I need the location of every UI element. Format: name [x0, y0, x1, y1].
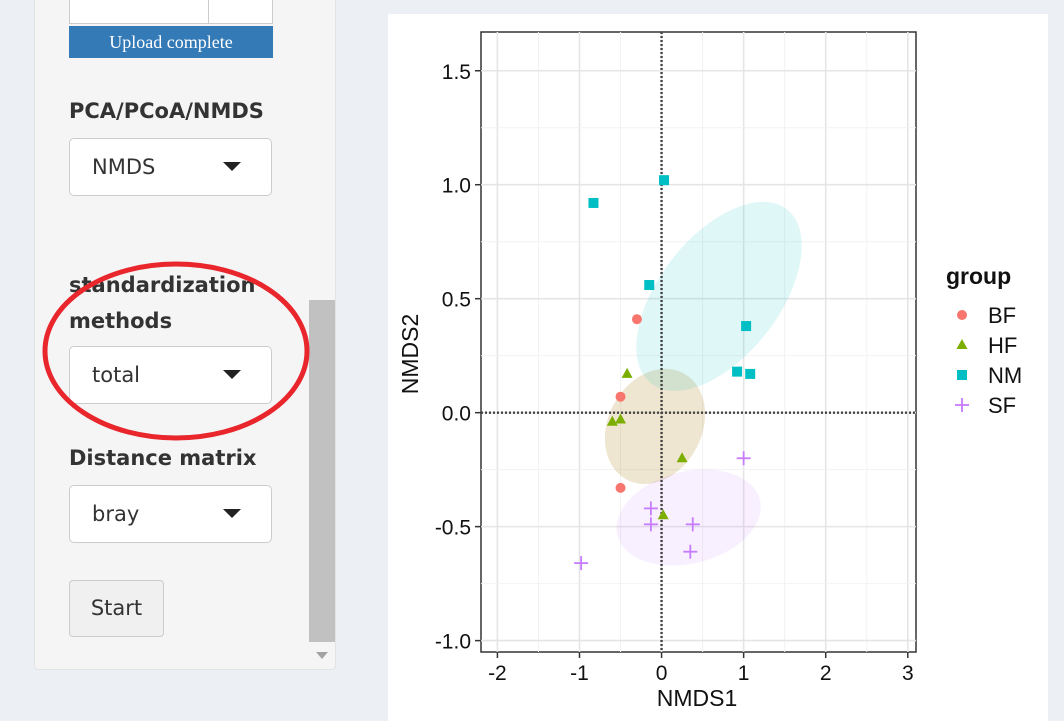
- browse-button[interactable]: [69, 0, 209, 24]
- ellipse-SF: [616, 469, 761, 566]
- point-NM: [741, 321, 752, 332]
- x-tick-label: 2: [820, 662, 832, 685]
- upload-progress-bar: Upload complete: [69, 26, 273, 58]
- distance-select-value: bray: [92, 502, 140, 526]
- red-annotation-circle: [42, 261, 310, 441]
- ordination-label: PCA/PCoA/NMDS: [69, 99, 264, 123]
- ellipse-BF: [604, 368, 706, 484]
- y-tick-label: -0.5: [435, 517, 471, 540]
- point-BF: [615, 391, 626, 402]
- ordination-select-value: NMDS: [92, 155, 156, 179]
- point-BF: [631, 314, 642, 325]
- reference-lines: [481, 32, 916, 652]
- scroll-down-arrow-icon[interactable]: [316, 652, 328, 659]
- point-SF: [574, 556, 589, 571]
- point-NM: [644, 280, 655, 291]
- point-HF: [615, 413, 627, 424]
- point-HF: [676, 452, 688, 463]
- legend-title: group: [946, 263, 1011, 289]
- x-tick-label: 0: [656, 662, 668, 685]
- caret-down-icon: [223, 509, 241, 518]
- caret-down-icon: [223, 370, 241, 379]
- point-SF: [685, 517, 700, 532]
- standardization-label-line2: methods: [69, 309, 173, 333]
- point-SF: [683, 544, 698, 559]
- ordination-select[interactable]: NMDS: [69, 138, 272, 196]
- standardization-select[interactable]: total: [69, 346, 272, 404]
- distance-select[interactable]: bray: [69, 485, 272, 543]
- legend-label-HF: HF: [988, 333, 1017, 358]
- legend: BF HF NM SF: [955, 303, 1022, 418]
- point-HF: [657, 509, 669, 520]
- point-NM: [732, 366, 743, 377]
- point-SF: [643, 517, 658, 532]
- x-axis-title: NMDS1: [657, 685, 738, 711]
- y-axis-title: NMDS2: [397, 314, 423, 395]
- axis-ticks: -2 -1 0 1 2 3 -1.0 -0.5 0.0 0.5 1.0 1.5: [435, 61, 914, 685]
- legend-key-SF: [955, 398, 969, 412]
- start-button[interactable]: Start: [69, 580, 164, 637]
- y-tick-label: 1.0: [442, 175, 471, 198]
- legend-key-NM: [957, 370, 967, 380]
- ellipse-NM: [636, 201, 802, 391]
- point-NM: [659, 175, 670, 186]
- legend-label-SF: SF: [988, 393, 1016, 418]
- file-name-field[interactable]: [208, 0, 273, 24]
- legend-key-HF: [956, 339, 968, 349]
- point-HF: [621, 367, 633, 378]
- confidence-ellipses: [604, 201, 802, 566]
- legend-label-BF: BF: [988, 303, 1016, 328]
- y-tick-label: 0.5: [442, 289, 471, 312]
- sidebar-panel: [34, 0, 336, 670]
- y-tick-label: -1.0: [435, 631, 471, 654]
- point-NM: [588, 197, 599, 208]
- plot-panel: -2 -1 0 1 2 3 -1.0 -0.5 0.0 0.5 1.0 1.5 NMDS1 NMDS2…: [388, 14, 1048, 721]
- sidebar: Upload complete PCA/PCoA/NMDS NMDS stand…: [0, 0, 388, 721]
- standardization-select-value: total: [92, 363, 141, 387]
- data-points: [574, 175, 756, 571]
- distance-label: Distance matrix: [69, 446, 257, 470]
- standardization-label-line1: standardization: [69, 273, 256, 297]
- y-tick-label: 0.0: [442, 403, 471, 426]
- point-SF: [736, 451, 751, 466]
- x-tick-label: -2: [488, 662, 507, 685]
- ellipse-HF: [604, 368, 706, 484]
- point-NM: [745, 368, 756, 379]
- legend-label-NM: NM: [988, 363, 1022, 388]
- point-HF: [606, 415, 618, 426]
- scrollbar-thumb[interactable]: [309, 300, 335, 642]
- grid: [481, 32, 916, 652]
- x-tick-label: 3: [902, 662, 914, 685]
- point-SF: [643, 501, 658, 516]
- caret-down-icon: [223, 162, 241, 171]
- y-tick-label: 1.5: [442, 61, 471, 84]
- nmds-plot: -2 -1 0 1 2 3 -1.0 -0.5 0.0 0.5 1.0 1.5 NMDS1 NMDS2…: [397, 31, 1022, 711]
- point-BF: [615, 482, 626, 493]
- x-tick-label: 1: [738, 662, 750, 685]
- legend-key-BF: [957, 310, 967, 320]
- plot-border: [480, 31, 917, 653]
- x-tick-label: -1: [570, 662, 589, 685]
